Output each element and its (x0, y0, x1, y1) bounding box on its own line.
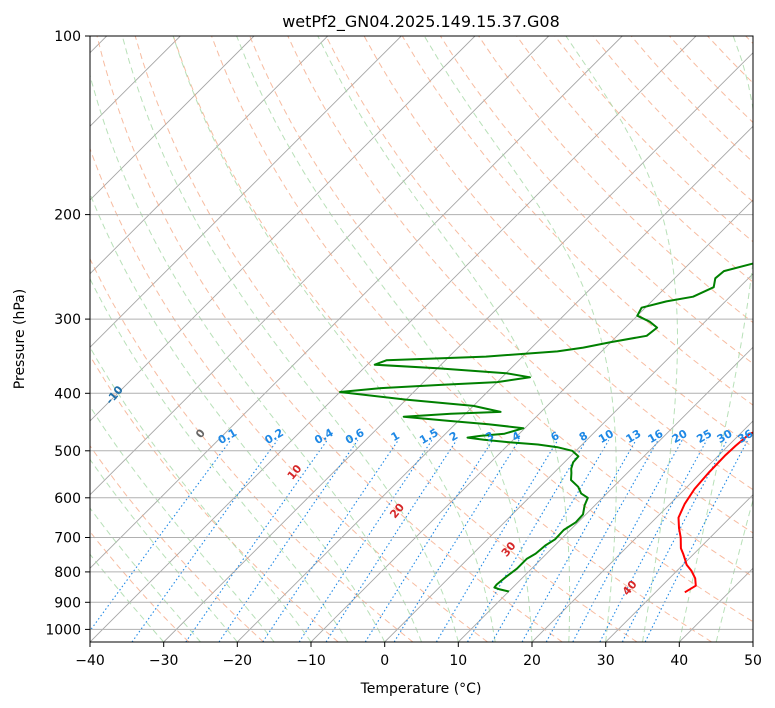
mixing-ratio-line (435, 440, 559, 642)
y-tick-label: 400 (54, 386, 81, 402)
y-tick-label: 700 (54, 531, 81, 547)
y-tick-label: 1000 (45, 622, 81, 638)
dry-adiabat-line (249, 36, 753, 578)
x-tick-label: −10 (296, 653, 326, 669)
x-tick-label: 10 (449, 653, 467, 669)
isotherm-line (90, 36, 402, 348)
mixing-ratio-line (90, 439, 232, 632)
x-tick-label: −30 (149, 653, 179, 669)
isotherm-line (457, 346, 753, 642)
isotherm-line (90, 36, 255, 201)
x-axis-ticks: −40 −30 −20 −10 0 10 20 30 40 50 (75, 642, 762, 669)
dry-adiabat-line (287, 36, 753, 534)
moist-adiabat-line (90, 346, 312, 642)
mixing-ratio-line (467, 440, 587, 642)
plot-background (90, 36, 753, 642)
y-tick-label: 900 (54, 595, 81, 611)
y-axis-label: Pressure (hPa) (12, 289, 28, 389)
chart-title: wetPf2_GN04.2025.149.15.37.G08 (282, 12, 560, 32)
mixing-ratio-line (521, 440, 637, 642)
mixing-ratio-line (491, 440, 610, 642)
x-tick-label: 20 (523, 653, 541, 669)
x-tick-label: 40 (670, 653, 688, 669)
y-tick-label: 300 (54, 312, 81, 328)
mixing-ratio-line (393, 440, 520, 642)
dewpoint-profile-line (339, 262, 753, 593)
mixing-ratio-line (218, 439, 359, 642)
isotherm-line (163, 52, 753, 642)
temperature-profile-line (677, 431, 753, 594)
isotherm-line (236, 125, 753, 642)
mixing-ratio-line (325, 439, 457, 642)
mixing-ratio-label: 36 (736, 427, 756, 446)
moist-adiabat-line (90, 507, 201, 642)
moist-adiabat-line (90, 553, 165, 642)
y-tick-label: 200 (54, 208, 81, 224)
dry-adiabat-line (96, 36, 563, 642)
mixing-ratio-line (185, 439, 328, 642)
moist-adiabat-line (90, 458, 238, 642)
isotherm-line (90, 36, 623, 569)
moist-adiabat-line (236, 36, 533, 642)
isotherm-line (531, 420, 753, 642)
dry-adiabat-line (90, 257, 414, 642)
moist-adiabat-line (121, 36, 459, 642)
dry-adiabat-line (134, 36, 638, 642)
mixing-ratio-line (262, 439, 399, 642)
moist-adiabat-line (90, 405, 275, 642)
isotherm-line (90, 36, 476, 422)
y-axis-ticks: 100 200 300 400 500 600 700 800 900 1000 (45, 29, 90, 638)
moist-adiabat-line (678, 36, 753, 642)
moist-adiabat-line (172, 36, 496, 642)
mixing-ratio-line (131, 439, 278, 642)
x-tick-label: −20 (223, 653, 253, 669)
isotherm-line (605, 494, 753, 642)
dry-adiabat-line (211, 36, 753, 623)
isotherm-line (90, 36, 550, 496)
x-tick-label: 50 (744, 653, 762, 669)
profiles (339, 262, 753, 594)
mixing-ratio-line (298, 439, 433, 642)
plot-frame (89, 35, 754, 643)
isotherm-line (90, 36, 329, 275)
moist-adiabat-line (90, 192, 386, 642)
mixing-ratio-line (572, 440, 683, 642)
y-tick-label: 100 (54, 29, 81, 45)
moist-adiabat-line (90, 73, 422, 642)
dry-adiabat-line (325, 36, 753, 491)
dry-adiabat-line (90, 354, 339, 642)
moist-adiabat-line (565, 36, 678, 642)
x-tick-label: 0 (380, 653, 389, 669)
moist-adiabat-line (423, 36, 617, 642)
x-tick-label: 30 (597, 653, 615, 669)
moist-adiabat-line (715, 498, 753, 642)
background-lines (90, 36, 753, 642)
moist-adiabat-line (317, 36, 571, 642)
mixing-ratio-line (545, 440, 659, 642)
y-tick-label: 500 (54, 444, 81, 460)
moist-adiabat-line (90, 277, 349, 642)
y-tick-label: 800 (54, 565, 81, 581)
x-axis-label: Temperature (°C) (360, 681, 482, 697)
dry-adiabat-line (172, 36, 712, 642)
y-tick-label: 600 (54, 491, 81, 507)
x-tick-label: −40 (75, 653, 105, 669)
isotherm-line (384, 273, 753, 642)
dry-adiabat-line (516, 36, 753, 283)
mixing-ratio-line (364, 440, 493, 642)
isotherm-line (90, 36, 697, 642)
dry-adiabat-line (90, 444, 264, 642)
